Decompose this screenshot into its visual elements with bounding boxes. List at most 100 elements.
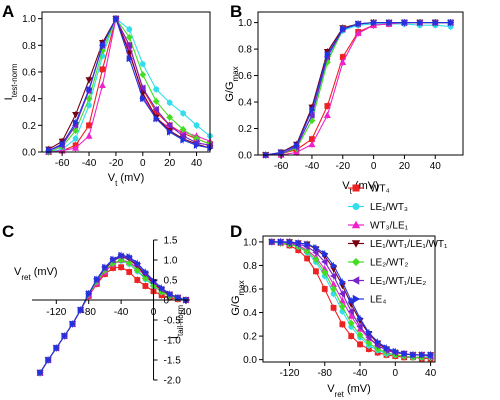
panel-d-point-6-2 [286,238,294,246]
panel-d-ytick-label-3: 0.6 [243,284,257,295]
panel-b-point-6-8 [386,19,393,27]
panel-a-xtick-label-5: 40 [191,158,203,169]
panel-a-point-3-2 [72,111,80,119]
panel-letter-b: B [230,2,242,21]
panel-b-point-2-3 [308,140,316,148]
panel-b-xtick-label-4: 20 [399,161,411,172]
panel-b-point-6-7 [370,19,378,27]
panel-c-ytick-label-6: 1.0 [164,256,178,267]
panel-c-point-4-12 [133,266,141,274]
panel-c-ytick-label-3: -0.5 [164,316,182,327]
panel-d-point-0-8 [339,321,346,328]
legend-entry-5: LE₁/WT₁/LE₂ [348,276,426,287]
panel-a-plot: -60 -40 -20 0 20 40 0.0 0.2 0.4 0.6 0.8 1.0 Vt (mV) I… [3,11,214,188]
panel-a-series-6 [46,15,214,155]
panel-d-point-6-5 [313,244,320,252]
panel-a-point-6-6 [126,55,133,63]
legend-marker-2 [351,220,361,229]
panel-c-series [36,251,190,377]
panel-a-point-6-1 [59,140,66,148]
panel-d-plot: -120 -80 -40 0 40 0.0 0.2 0.4 0.6 0.8 1.0 Vret (mV)… [230,235,437,399]
panel-c-xtick-label-1: -80 [81,307,96,318]
panel-d-point-0-5 [313,268,319,275]
panel-b-point-6-6 [355,20,362,28]
panel-a-point-3-3 [85,77,93,84]
panel-c-point-6-6 [86,290,93,298]
legend-marker-6 [352,294,361,304]
panel-b-ytick-label-4: 0.8 [238,45,252,56]
panel-a-point-1-8 [153,86,160,93]
panel-d-point-4-10 [356,331,364,339]
panel-b-point-6-4 [324,50,331,58]
panel-c-point-6-1 [45,356,52,364]
panel-a-point-1-11 [193,122,200,129]
panel-a-ytick-label-4: 0.8 [22,41,36,52]
panel-b-point-6-1 [278,148,285,156]
panel-b-point-2-6 [354,29,362,36]
panel-c-point-6-10 [118,251,125,259]
panel-d-point-5-7 [329,272,337,280]
panel-b-point-6-3 [309,106,316,114]
panel-a-point-2-2 [72,144,80,151]
panel-d-series [268,238,435,362]
legend-label-2: WT₃/LE₁ [370,221,409,232]
panel-d-ytick-label-2: 0.4 [243,308,257,319]
legend-entry-2: WT₃/LE₁ [348,221,409,232]
panel-a-ytick-label-2: 0.4 [22,94,36,105]
panel-d-point-6-6 [322,250,329,258]
panel-d-point-4-7 [330,285,337,293]
panel-d-point-6-18 [427,351,435,359]
panel-a-point-6-3 [86,85,93,93]
panel-letter-d: D [230,222,242,241]
panel-a-point-4-7 [139,71,147,79]
panel-b-series-line-2 [265,22,451,156]
panel-d-point-6-15 [401,350,408,358]
panel-a-xtick-label-2: -20 [109,158,124,169]
panel-d-ylabel: G/Gmax [230,280,246,315]
panel-c-point-6-16 [167,290,174,298]
panel-c-point-6-12 [134,259,141,267]
legend-marker-1 [352,203,360,211]
panel-b-series-1 [262,20,454,159]
panel-b-point-6-9 [401,19,409,27]
panel-b-series-line-5 [265,22,451,156]
panel-d-axes: -120 -80 -40 0 40 0.0 0.2 0.4 0.6 0.8 1.0 Vret (mV)… [230,235,437,399]
panel-a-point-1-7 [139,61,146,67]
panel-d-ytick-label-4: 0.8 [243,261,257,272]
panel-a-ytick-label-0: 0.0 [22,148,36,159]
panel-c-point-6-0 [37,369,44,377]
panel-a-point-6-5 [113,15,120,23]
panel-c-ytick-label-2: -1.0 [164,336,182,347]
panel-a-ytick-label-3: 0.6 [22,68,36,79]
panel-a-xlabel: Vt (mV) [108,172,144,188]
panel-a-point-0-4 [99,66,106,73]
panel-a-point-2-4 [98,81,106,89]
panel-a-xtick-label-0: -60 [55,158,70,169]
panel-c-point-6-7 [94,275,101,283]
panel-letter-c: C [2,222,14,241]
panel-a-axes: -60 -40 -20 0 20 40 0.0 0.2 0.4 0.6 0.8 1.0 Vt (mV) I… [3,11,211,188]
panel-c-point-0-10 [118,264,125,271]
panel-d-ytick-label-0: 0.0 [243,355,257,366]
panel-a-point-1-2 [72,135,79,142]
panel-c-point-6-4 [69,320,77,328]
panel-a-point-4-8 [152,97,160,105]
panel-b-point-2-5 [339,58,347,66]
panel-d-xlabel: Vret (mV) [327,383,371,399]
panel-c-point-6-15 [158,284,166,292]
panel-a-point-5-8 [152,105,159,113]
panel-b-series [262,18,455,159]
panel-d-ytick-label-1: 0.2 [243,332,257,343]
panel-a-point-4-9 [166,113,174,121]
panel-b-xtick-label-0: -60 [274,161,289,172]
panel-b-point-5-3 [308,111,315,119]
panel-d-xtick-label-0: -120 [279,368,299,379]
legend-entry-4: LE₂/WT₂ [348,258,408,269]
panel-a-series-4 [45,15,214,156]
panel-b-xtick-label-2: -20 [336,161,351,172]
panel-d-point-0-10 [357,341,363,348]
panel-a-ytick-label-5: 1.0 [22,14,36,25]
panel-a-point-6-4 [99,41,107,49]
panel-b-xtick-label-5: 40 [430,161,442,172]
panel-d-point-6-1 [277,238,285,246]
